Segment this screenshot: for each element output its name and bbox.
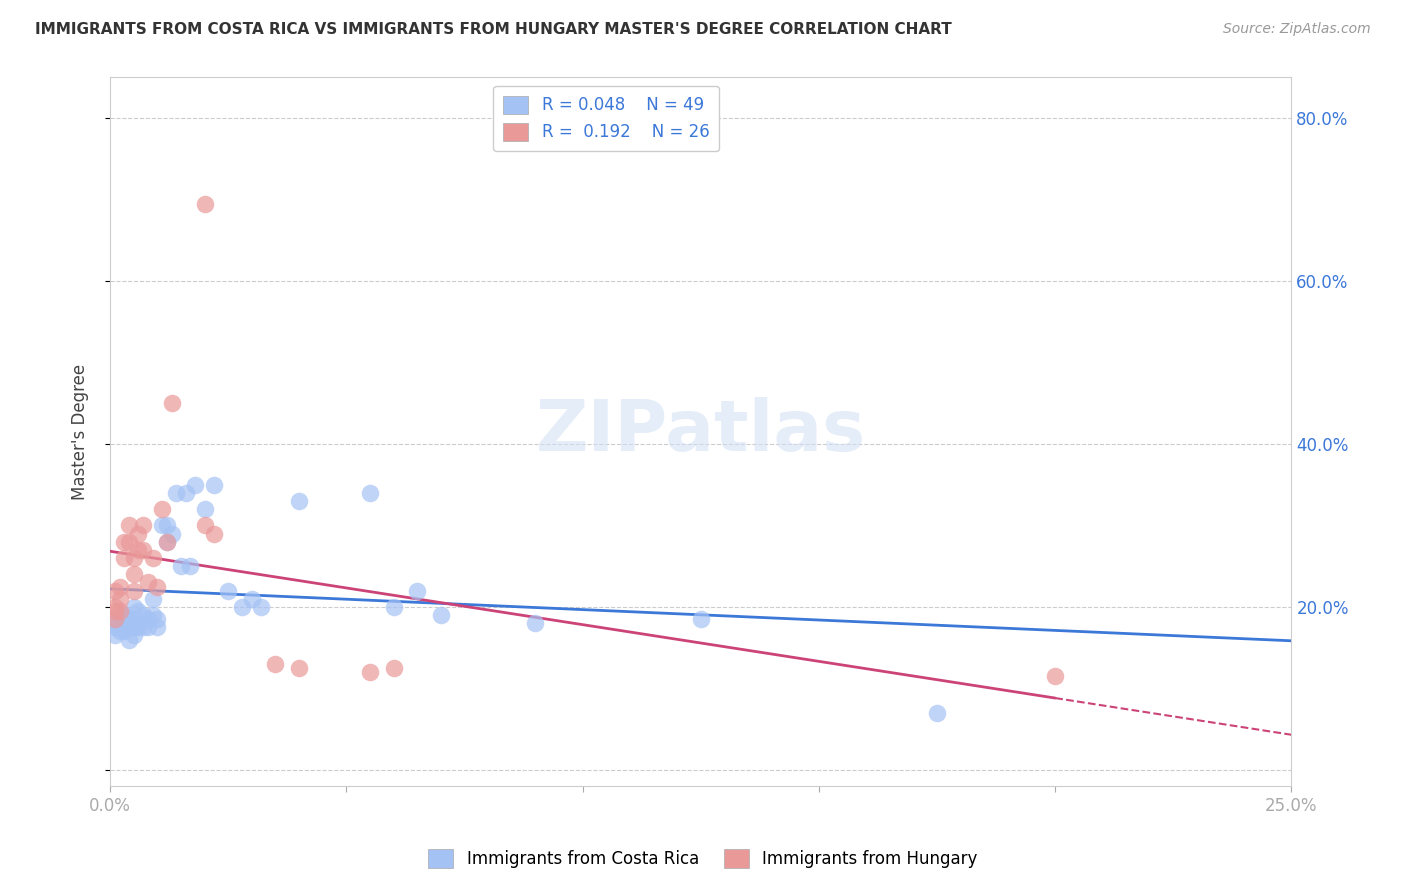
Point (104, 616, 127, 631)
Legend: Immigrants from Costa Rica, Immigrants from Hungary: Immigrants from Costa Rica, Immigrants f… (422, 843, 984, 875)
Point (689, 612, 711, 626)
Point (127, 620, 149, 634)
Point (108, 624, 131, 639)
Point (264, 657, 287, 671)
Text: ZIPatlas: ZIPatlas (536, 397, 866, 467)
Point (122, 599, 145, 614)
Point (112, 616, 135, 631)
Text: IMMIGRANTS FROM COSTA RICA VS IMMIGRANTS FROM HUNGARY MASTER'S DEGREE CORRELATIO: IMMIGRANTS FROM COSTA RICA VS IMMIGRANTS… (35, 22, 952, 37)
Point (194, 502, 217, 516)
Point (118, 612, 141, 626)
Point (184, 477, 207, 491)
Point (146, 620, 169, 634)
Point (202, 526, 225, 541)
Point (127, 526, 149, 541)
Point (160, 396, 183, 410)
Point (122, 567, 145, 582)
Point (1043, 669, 1066, 683)
Point (104, 604, 127, 618)
Point (142, 608, 165, 623)
Point (217, 583, 239, 598)
Point (122, 628, 145, 642)
Point (194, 196, 217, 211)
Point (406, 583, 429, 598)
Point (104, 599, 127, 614)
Point (118, 620, 141, 634)
Point (150, 518, 173, 533)
Point (108, 591, 131, 606)
Point (150, 502, 173, 516)
Point (240, 591, 263, 606)
Point (142, 591, 165, 606)
Point (104, 612, 127, 626)
Point (231, 599, 253, 614)
Point (104, 628, 127, 642)
Point (165, 486, 187, 500)
Point (156, 518, 179, 533)
Point (156, 534, 179, 549)
Point (112, 608, 135, 623)
Point (108, 580, 131, 594)
Point (118, 534, 141, 549)
Point (132, 608, 155, 623)
Point (104, 620, 127, 634)
Point (104, 583, 127, 598)
Point (359, 486, 381, 500)
Point (112, 551, 135, 566)
Point (288, 661, 311, 675)
Point (136, 612, 159, 626)
Point (142, 551, 165, 566)
Point (132, 518, 155, 533)
Point (108, 604, 131, 618)
Point (118, 518, 141, 533)
Point (382, 599, 405, 614)
Point (122, 620, 145, 634)
Point (359, 665, 381, 679)
Point (127, 542, 149, 557)
Legend: R = 0.048    N = 49, R =  0.192    N = 26: R = 0.048 N = 49, R = 0.192 N = 26 (494, 86, 720, 152)
Point (112, 534, 135, 549)
Point (288, 494, 311, 508)
Point (132, 620, 155, 634)
Point (136, 620, 159, 634)
Point (108, 620, 131, 634)
Point (112, 624, 135, 639)
Point (160, 526, 183, 541)
Point (430, 608, 453, 623)
Point (136, 575, 159, 590)
Point (146, 612, 169, 626)
Point (382, 661, 405, 675)
Point (118, 632, 141, 647)
Point (179, 559, 201, 574)
Point (202, 477, 225, 491)
Point (108, 608, 131, 623)
Point (194, 518, 217, 533)
Text: Source: ZipAtlas.com: Source: ZipAtlas.com (1223, 22, 1371, 37)
Point (122, 551, 145, 566)
Point (156, 534, 179, 549)
Point (122, 612, 145, 626)
Point (146, 580, 169, 594)
Point (170, 559, 193, 574)
Point (250, 599, 273, 614)
Point (524, 616, 547, 631)
Point (127, 604, 149, 618)
Point (925, 706, 948, 720)
Y-axis label: Master's Degree: Master's Degree (72, 364, 89, 500)
Point (174, 486, 197, 500)
Point (132, 542, 155, 557)
Point (122, 583, 145, 598)
